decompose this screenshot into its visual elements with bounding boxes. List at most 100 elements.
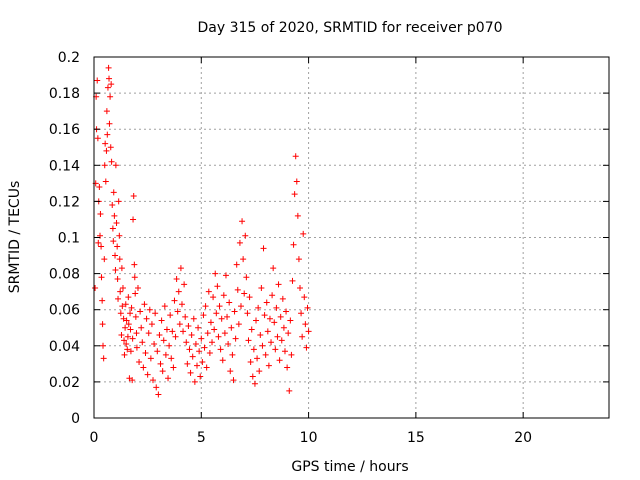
data-point <box>108 81 115 88</box>
data-point <box>278 337 285 344</box>
data-point <box>104 131 111 138</box>
data-point <box>255 304 262 311</box>
data-point <box>294 212 301 219</box>
data-point <box>188 331 195 338</box>
data-point <box>134 285 141 292</box>
data-point <box>274 333 281 340</box>
data-point <box>202 303 209 310</box>
data-point <box>155 391 162 398</box>
data-point <box>133 330 140 337</box>
data-point <box>237 303 244 310</box>
data-point <box>109 225 116 232</box>
data-point <box>125 321 132 328</box>
data-point <box>98 274 105 281</box>
plot-frame <box>93 56 610 419</box>
data-point <box>231 308 238 315</box>
data-point <box>211 326 218 333</box>
data-point <box>109 202 116 209</box>
data-point <box>180 328 187 335</box>
data-point <box>286 387 293 394</box>
data-point <box>118 331 125 338</box>
data-point <box>131 261 138 268</box>
y-tick-label: 0.12 <box>49 194 80 210</box>
data-point <box>297 285 303 292</box>
data-point <box>142 350 149 357</box>
data-point <box>133 344 140 351</box>
data-point <box>94 77 101 84</box>
data-point <box>173 276 180 283</box>
data-point <box>162 351 169 358</box>
data-point <box>232 335 239 342</box>
data-point <box>288 351 295 358</box>
data-point <box>97 232 104 239</box>
data-point <box>257 331 264 338</box>
data-point <box>101 256 108 263</box>
data-point <box>117 288 124 295</box>
data-point <box>212 270 219 277</box>
y-tick-label: 0 <box>71 411 80 427</box>
data-point <box>185 322 192 329</box>
data-point <box>207 319 214 326</box>
data-point <box>249 373 256 380</box>
data-point <box>292 153 299 160</box>
data-point <box>279 295 286 302</box>
data-point <box>300 230 307 237</box>
data-point <box>251 380 258 387</box>
data-point <box>301 294 308 301</box>
data-point <box>227 368 234 375</box>
data-point <box>111 212 118 219</box>
data-point <box>121 351 128 358</box>
data-point <box>198 335 205 342</box>
data-point <box>254 355 261 362</box>
data-point <box>189 353 196 360</box>
data-point <box>234 286 241 293</box>
data-point <box>138 324 145 331</box>
data-point <box>153 384 160 391</box>
data-point <box>200 312 207 319</box>
grid-lines <box>94 57 609 418</box>
x-tick-label: 15 <box>407 430 425 446</box>
data-point <box>271 319 278 326</box>
data-point <box>128 304 135 311</box>
data-point <box>241 290 248 297</box>
data-point <box>215 333 222 340</box>
data-point <box>236 239 243 246</box>
data-point <box>218 315 225 322</box>
data-point <box>261 312 268 319</box>
data-point <box>151 340 158 347</box>
data-point <box>159 368 166 375</box>
data-point <box>289 277 296 284</box>
data-point <box>199 359 206 366</box>
data-point <box>168 355 175 362</box>
x-tick-label: 5 <box>197 430 206 446</box>
data-point <box>176 321 183 328</box>
data-point <box>222 272 229 279</box>
data-point <box>92 285 99 292</box>
data-point <box>112 266 119 273</box>
data-point <box>127 348 134 355</box>
data-point <box>242 232 249 239</box>
data-point <box>302 321 309 328</box>
data-point <box>269 292 276 299</box>
data-point <box>270 265 277 272</box>
data-point <box>120 315 127 322</box>
data-point <box>100 342 107 349</box>
data-point <box>220 292 227 299</box>
x-axis: 0 5 10 15 20 <box>90 57 532 446</box>
y-tick-label: 0.06 <box>49 303 80 319</box>
data-point <box>182 313 189 320</box>
y-tick-label: 0.16 <box>49 122 80 138</box>
data-point <box>240 256 247 263</box>
data-point <box>98 243 105 250</box>
data-point <box>156 331 163 338</box>
data-point <box>285 330 292 337</box>
y-axis-label: SRMTID / TECUs <box>7 181 23 294</box>
y-tick-label: 0.04 <box>49 339 80 355</box>
data-point <box>165 375 172 382</box>
data-point <box>272 346 279 353</box>
data-point <box>184 360 191 367</box>
data-point <box>262 351 269 358</box>
data-point <box>125 294 132 301</box>
data-point <box>214 283 221 290</box>
data-point <box>122 301 129 308</box>
